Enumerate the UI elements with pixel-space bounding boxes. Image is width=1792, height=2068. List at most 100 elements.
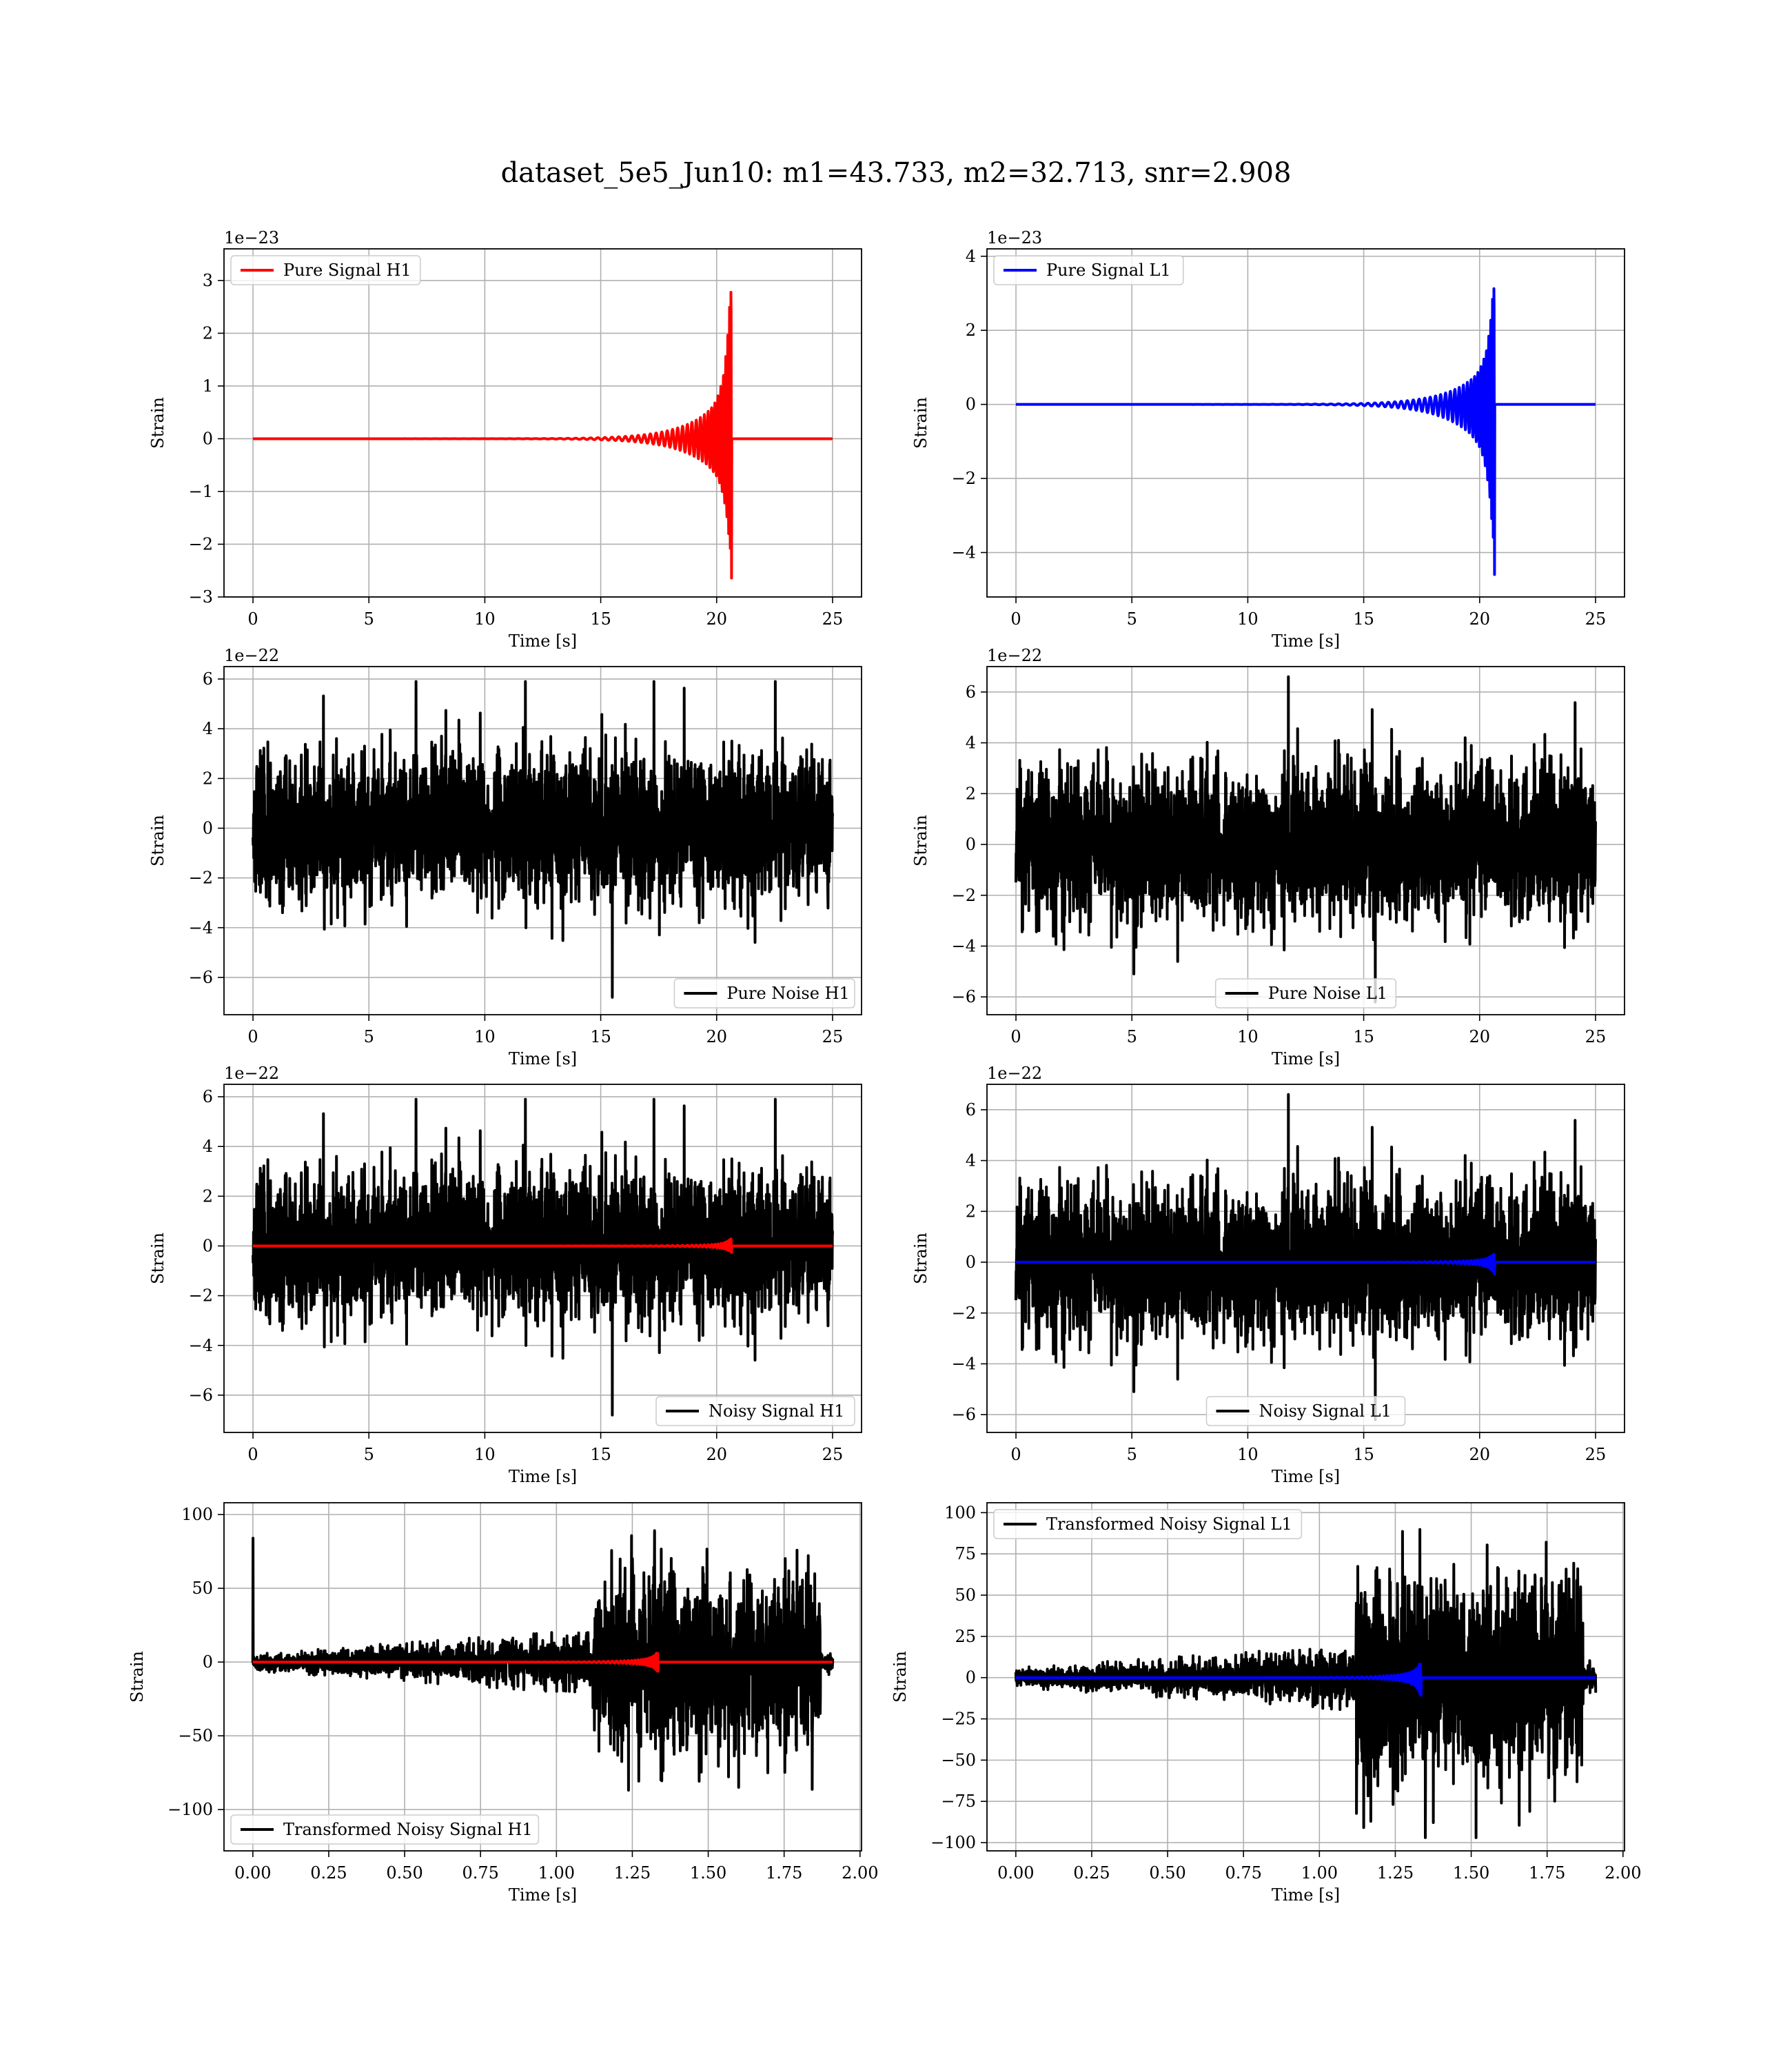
x-tick-label: 0.50 (1149, 1863, 1185, 1883)
y-tick-label: 0 (966, 1253, 976, 1272)
y-tick-label: 0 (966, 835, 976, 854)
grid (224, 249, 862, 598)
x-tick-label: 15 (590, 609, 611, 629)
y-tick-label: 6 (966, 682, 976, 702)
y-axis-label: Strain (911, 815, 930, 866)
axes-frame (223, 1084, 862, 1433)
legend-box (673, 978, 855, 1008)
x-tick-label: 2.00 (842, 1863, 878, 1883)
legend-box (230, 255, 421, 285)
x-tick-label: 0 (247, 609, 258, 629)
y-tick-label: −6 (189, 1386, 213, 1405)
plot-area (252, 680, 834, 999)
x-tick-label: 10 (1237, 609, 1259, 629)
y-axis-label: Strain (148, 815, 167, 866)
y-tick-label: 2 (966, 321, 976, 340)
x-tick-label: 5 (1127, 1027, 1137, 1046)
series-line-transformed-noisy-signal-l1 (1014, 1528, 1598, 1839)
y-tick-label: 50 (192, 1579, 213, 1598)
y-tick-label: 6 (203, 669, 213, 689)
x-tick-label: 0 (247, 1445, 258, 1464)
y-tick-label: 6 (966, 1100, 976, 1119)
legend-label: Transformed Noisy Signal H1 (283, 1820, 533, 1839)
legend-label: Noisy Signal L1 (1259, 1401, 1392, 1421)
panel-pure-noise-h1: 0 5 10 15 20 25 −6 −4 −2 0 2 4 6 Time [s] Strain 1e−22 P… (148, 646, 862, 1068)
x-tick-label: 25 (1585, 1027, 1607, 1046)
x-tick-label: 15 (590, 1445, 611, 1464)
y-tick-label: 1 (203, 376, 213, 396)
series-line-pure-signal-l1 (1015, 287, 1597, 576)
x-tick-label: 0 (1010, 1027, 1021, 1046)
x-tick-label: 20 (706, 1445, 727, 1464)
x-tick-label: 25 (822, 1027, 844, 1046)
series-line-noisy-signal-h1 (252, 1097, 834, 1417)
legend-box (1205, 1396, 1406, 1426)
x-tick-label: 25 (1585, 1445, 1607, 1464)
y-tick-label: 0 (203, 818, 213, 838)
series-line-overlay-1 (252, 1652, 834, 1673)
y-tick-label: −2 (952, 886, 976, 905)
y-tick-label: 0 (203, 1236, 213, 1255)
legend-label: Pure Noise L1 (1268, 984, 1387, 1003)
plot-area (1015, 287, 1597, 576)
y-tick-label: 4 (966, 1151, 976, 1170)
y-tick-label: −2 (952, 1304, 976, 1323)
plot-area (1014, 1528, 1598, 1839)
x-tick-label: 25 (1585, 609, 1607, 629)
y-tick-label: 75 (955, 1544, 976, 1563)
y-tick-label: 2 (203, 323, 213, 343)
x-tick-label: 15 (590, 1027, 611, 1046)
plot-area (1015, 1093, 1597, 1421)
y-tick-label: −100 (167, 1800, 213, 1819)
y-tick-label: 4 (966, 247, 976, 266)
x-tick-label: 5 (364, 609, 374, 629)
y-tick-label: −2 (189, 869, 213, 888)
x-tick-label: 5 (364, 1445, 374, 1464)
x-tick-label: 10 (474, 609, 496, 629)
figure-title: dataset_5e5_Jun10: m1=43.733, m2=32.713,… (500, 157, 1292, 189)
y-tick-label: 4 (966, 733, 976, 753)
x-tick-label: 15 (1353, 1445, 1374, 1464)
y-axis-label: Strain (128, 1651, 147, 1703)
y-tick-label: −6 (952, 1405, 976, 1424)
x-tick-label: 25 (822, 1445, 844, 1464)
y-tick-label: −75 (941, 1792, 976, 1811)
x-tick-label: 25 (822, 609, 844, 629)
x-axis-label: Time [s] (509, 1049, 577, 1068)
series-line-overlay-1 (1015, 1663, 1597, 1697)
offset-text: 1e−22 (987, 646, 1042, 665)
y-tick-label: 0 (203, 1652, 213, 1672)
y-tick-label: −25 (941, 1710, 976, 1729)
x-tick-label: 20 (1469, 609, 1490, 629)
y-tick-label: 4 (203, 1137, 213, 1156)
x-axis-label: Time [s] (1272, 1467, 1340, 1486)
panel-pure-signal-h1: 0 5 10 15 20 25 −3 −2 −1 0 1 2 3 Time [s] Strain 1e−23P… (148, 228, 862, 651)
legend: Pure Noise L1 (1214, 978, 1397, 1008)
x-axis-label: Time [s] (1272, 1885, 1340, 1905)
axes-frame (986, 1502, 1625, 1852)
y-tick-label: 2 (203, 769, 213, 788)
x-tick-label: 5 (364, 1027, 374, 1046)
y-tick-label: 2 (966, 1202, 976, 1221)
axes-frame (223, 248, 862, 598)
legend-label: Noisy Signal H1 (709, 1401, 844, 1421)
y-tick-label: −2 (952, 469, 976, 488)
y-tick-label: −4 (952, 543, 976, 562)
x-tick-label: 10 (474, 1445, 496, 1464)
y-tick-label: 0 (966, 395, 976, 414)
series-line-pure-noise-l1 (1015, 675, 1597, 1004)
y-tick-label: 2 (203, 1186, 213, 1206)
y-tick-label: 25 (955, 1627, 976, 1646)
y-tick-label: 2 (966, 784, 976, 803)
offset-text: 1e−22 (224, 1064, 279, 1083)
x-tick-label: 2.00 (1605, 1863, 1641, 1883)
legend-label: Pure Noise H1 (726, 984, 849, 1003)
panel-pure-noise-l1: 0 5 10 15 20 25 −6 −4 −2 0 2 4 6 Time [s] Strain 1e−22 P… (911, 646, 1625, 1068)
y-tick-label: −100 (930, 1833, 976, 1852)
offset-text: 1e−22 (987, 1064, 1042, 1083)
y-tick-label: 100 (181, 1505, 213, 1524)
offset-text: 1e−23 (987, 228, 1042, 247)
x-tick-label: 0.25 (1073, 1863, 1110, 1883)
x-tick-label: 0.50 (386, 1863, 422, 1883)
offset-text: 1e−22 (224, 646, 279, 665)
